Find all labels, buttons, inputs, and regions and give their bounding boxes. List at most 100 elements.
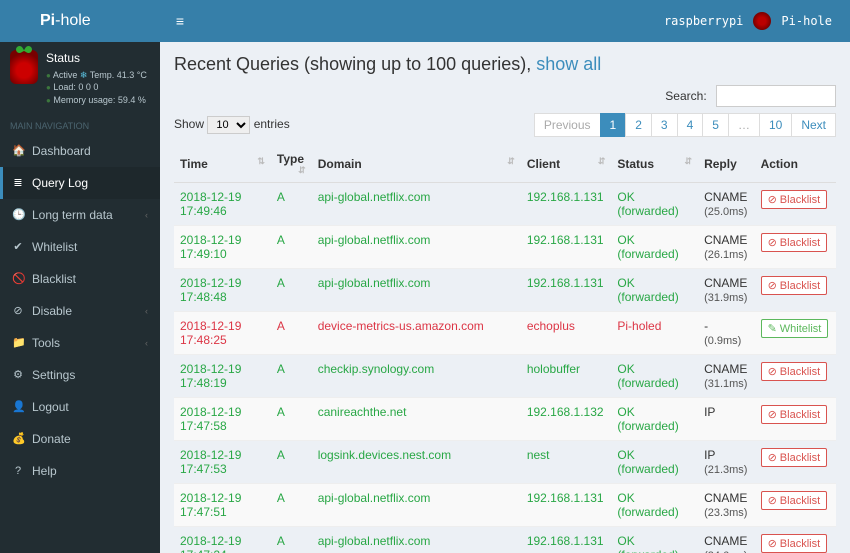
cell-client: 192.168.1.132 — [521, 398, 612, 441]
pager-page[interactable]: 1 — [600, 113, 627, 137]
nav-label: Long term data — [32, 208, 113, 222]
sidebar-item-tools[interactable]: 📁Tools‹ — [0, 327, 160, 359]
cell-time: 2018-12-19 17:47:51 — [174, 484, 271, 527]
cell-domain: api-global.netflix.com — [312, 527, 521, 553]
pencil-icon: ✎ — [768, 322, 777, 335]
cell-domain: canireachthe.net — [312, 398, 521, 441]
cell-reply: CNAME(24.6ms) — [698, 527, 755, 553]
col-time[interactable]: Time⇅ — [174, 145, 271, 183]
cell-client: holobuffer — [521, 355, 612, 398]
queries-table: Time⇅Type⇵Domain⇵Client⇵Status⇵ReplyActi… — [174, 145, 836, 553]
pagination: Previous12345…10Next — [535, 113, 836, 137]
cell-status: Pi-holed — [611, 312, 698, 355]
pager-page[interactable]: 10 — [759, 113, 792, 137]
cell-status: OK (forwarded) — [611, 398, 698, 441]
entries-select[interactable]: 10 — [207, 116, 250, 134]
nav-icon: ≣ — [12, 176, 24, 189]
brand-logo[interactable]: Pi-hole — [0, 0, 160, 42]
sidebar-toggle[interactable]: ≡ — [160, 13, 200, 29]
sidebar-item-dashboard[interactable]: 🏠Dashboard — [0, 135, 160, 167]
cell-reply: CNAME(31.9ms) — [698, 269, 755, 312]
sidebar-item-query-log[interactable]: ≣Query Log — [0, 167, 160, 199]
search-wrap: Search: — [665, 85, 836, 107]
cell-time: 2018-12-19 17:47:24 — [174, 527, 271, 553]
sidebar-item-settings[interactable]: ⚙ Settings — [0, 359, 160, 391]
cell-time: 2018-12-19 17:49:46 — [174, 183, 271, 226]
pager-page[interactable]: 2 — [625, 113, 652, 137]
table-row: 2018-12-19 17:47:58Acanireachthe.net192.… — [174, 398, 836, 441]
sidebar-item-help[interactable]: ?Help — [0, 455, 160, 487]
col-domain[interactable]: Domain⇵ — [312, 145, 521, 183]
pager-page[interactable]: 4 — [677, 113, 704, 137]
blacklist-button[interactable]: ⊘Blacklist — [761, 448, 828, 467]
blacklist-button[interactable]: ⊘Blacklist — [761, 362, 828, 381]
nav-icon: ⚙ — [12, 368, 24, 381]
nav-icon: 💰 — [12, 432, 24, 445]
cell-status: OK (forwarded) — [611, 183, 698, 226]
blacklist-button[interactable]: ⊘Blacklist — [761, 276, 828, 295]
cell-type: A — [271, 269, 312, 312]
sidebar-item-logout[interactable]: 👤 Logout — [0, 391, 160, 423]
blacklist-button[interactable]: ⊘Blacklist — [761, 405, 828, 424]
sidebar-item-donate[interactable]: 💰Donate — [0, 423, 160, 455]
raspberry-logo-icon — [10, 50, 38, 84]
col-action[interactable]: Action — [755, 145, 836, 183]
search-input[interactable] — [716, 85, 836, 107]
blacklist-button[interactable]: ⊘Blacklist — [761, 491, 828, 510]
col-reply[interactable]: Reply — [698, 145, 755, 183]
cell-type: A — [271, 312, 312, 355]
status-title: Status — [46, 50, 147, 67]
col-client[interactable]: Client⇵ — [521, 145, 612, 183]
cell-type: A — [271, 527, 312, 553]
nav-label: Tools — [32, 336, 60, 350]
blacklist-button[interactable]: ⊘Blacklist — [761, 233, 828, 252]
sidebar: Status ● Active ❄ Temp. 41.3 °C ● Load: … — [0, 42, 160, 553]
sidebar-item-blacklist[interactable]: 🚫Blacklist — [0, 263, 160, 295]
cell-time: 2018-12-19 17:48:48 — [174, 269, 271, 312]
top-user[interactable]: Pi-hole — [781, 14, 832, 28]
cell-reply: CNAME(26.1ms) — [698, 226, 755, 269]
blacklist-button[interactable]: ⊘Blacklist — [761, 534, 828, 553]
status-block: Status ● Active ❄ Temp. 41.3 °C ● Load: … — [46, 50, 147, 107]
pager-prev[interactable]: Previous — [534, 113, 601, 137]
cell-status: OK (forwarded) — [611, 269, 698, 312]
cell-reply: IP(21.3ms) — [698, 441, 755, 484]
cell-time: 2018-12-19 17:48:19 — [174, 355, 271, 398]
nav-label: Whitelist — [32, 240, 77, 254]
pager-page[interactable]: 5 — [702, 113, 729, 137]
show-all-link[interactable]: show all — [536, 54, 601, 74]
col-type[interactable]: Type⇵ — [271, 145, 312, 183]
cell-type: A — [271, 484, 312, 527]
chevron-left-icon: ‹ — [145, 210, 148, 220]
ban-icon: ⊘ — [768, 451, 777, 464]
pihole-logo-icon — [753, 12, 771, 30]
sidebar-item-whitelist[interactable]: ✔Whitelist — [0, 231, 160, 263]
cell-reply: CNAME(23.3ms) — [698, 484, 755, 527]
whitelist-button[interactable]: ✎Whitelist — [761, 319, 829, 338]
cell-type: A — [271, 226, 312, 269]
nav-label: Help — [32, 464, 57, 478]
nav-icon: 👤 — [12, 400, 24, 413]
brand-suffix: -hole — [55, 12, 91, 30]
cell-client: 192.168.1.131 — [521, 527, 612, 553]
table-row: 2018-12-19 17:48:48Aapi-global.netflix.c… — [174, 269, 836, 312]
entries-selector: Show 10 entries — [174, 116, 290, 134]
sidebar-item-long-term-data[interactable]: 🕒Long term data‹ — [0, 199, 160, 231]
cell-status: OK (forwarded) — [611, 484, 698, 527]
sidebar-item-disable[interactable]: ⊘Disable‹ — [0, 295, 160, 327]
cell-client: 192.168.1.131 — [521, 183, 612, 226]
pager-page[interactable]: 3 — [651, 113, 678, 137]
cell-time: 2018-12-19 17:47:53 — [174, 441, 271, 484]
nav-label: Disable — [32, 304, 72, 318]
cell-status: OK (forwarded) — [611, 527, 698, 553]
chevron-left-icon: ‹ — [145, 306, 148, 316]
blacklist-button[interactable]: ⊘Blacklist — [761, 190, 828, 209]
nav-label: Logout — [32, 400, 69, 414]
pager-next[interactable]: Next — [791, 113, 836, 137]
ban-icon: ⊘ — [768, 537, 777, 550]
ban-icon: ⊘ — [768, 279, 777, 292]
nav-label: Settings — [32, 368, 75, 382]
col-status[interactable]: Status⇵ — [611, 145, 698, 183]
cell-time: 2018-12-19 17:47:58 — [174, 398, 271, 441]
table-row: 2018-12-19 17:49:46Aapi-global.netflix.c… — [174, 183, 836, 226]
